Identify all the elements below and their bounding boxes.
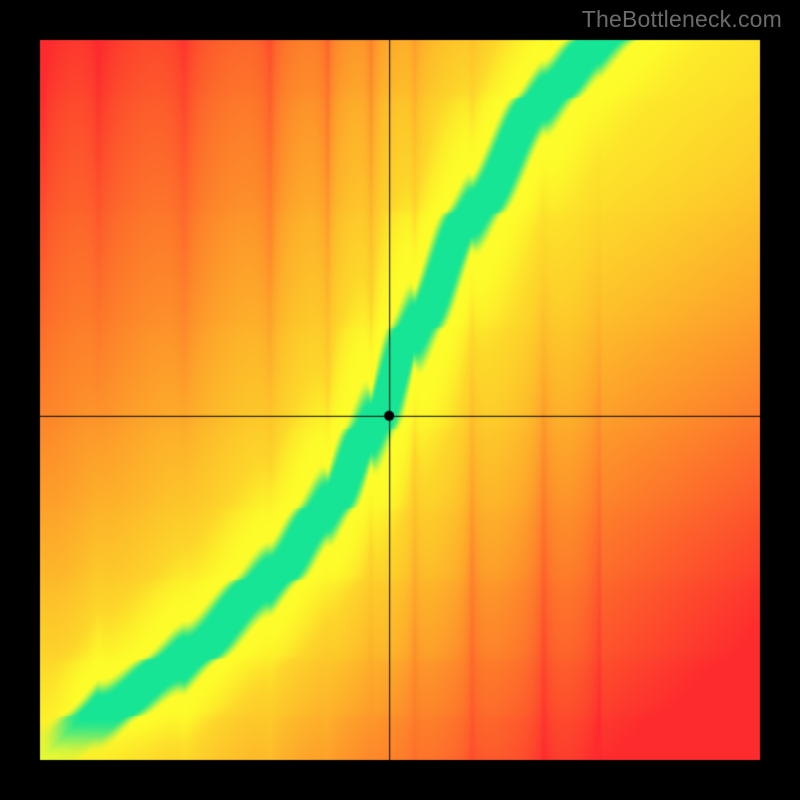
bottleneck-heatmap bbox=[0, 0, 800, 800]
watermark: TheBottleneck.com bbox=[582, 6, 782, 33]
